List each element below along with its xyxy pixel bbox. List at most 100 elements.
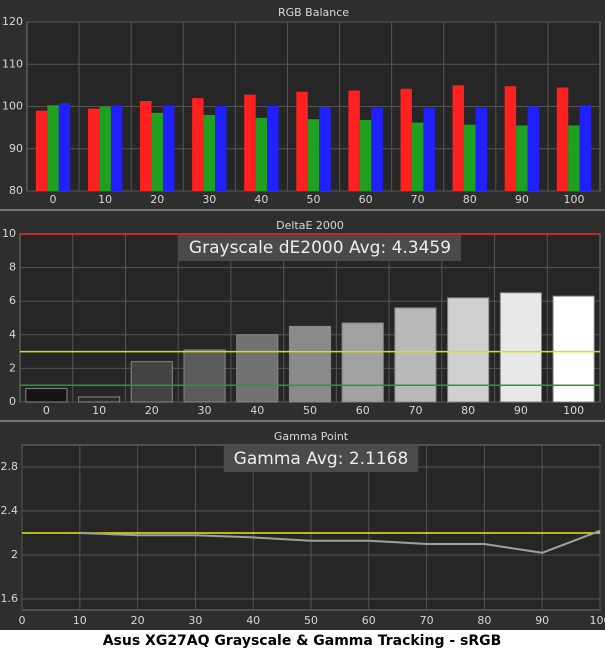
bar (499, 292, 542, 403)
x-tick-label: 40 (254, 193, 268, 206)
caption: Asus XG27AQ Grayscale & Gamma Tracking -… (103, 633, 502, 649)
x-tick-label: 100 (563, 404, 584, 417)
y-tick-label: 0 (9, 395, 16, 408)
bar (568, 125, 580, 191)
annotation: Grayscale dE2000 Avg: 4.3459 (189, 238, 451, 258)
x-tick-label: 60 (359, 193, 373, 206)
y-tick-label: 1.6 (1, 592, 19, 605)
y-tick-label: 100 (2, 100, 23, 113)
y-tick-label: 10 (2, 227, 16, 240)
bar (348, 90, 360, 191)
bar (110, 105, 123, 191)
x-tick-label: 50 (304, 614, 318, 627)
y-tick-label: 90 (9, 142, 23, 155)
x-tick-label: 80 (461, 404, 475, 417)
y-tick-label: 8 (9, 261, 16, 274)
bar (296, 91, 308, 191)
bar (183, 349, 226, 403)
bar (25, 388, 68, 403)
bar (516, 125, 528, 191)
x-tick-label: 70 (420, 614, 434, 627)
bar (35, 110, 48, 191)
bar (87, 108, 100, 191)
bar (371, 107, 383, 191)
x-tick-label: 10 (92, 404, 106, 417)
bar (140, 101, 152, 191)
bar (192, 98, 204, 191)
bar (341, 322, 384, 403)
bar (58, 103, 71, 191)
x-tick-label: 10 (98, 193, 112, 206)
x-tick-label: 0 (19, 614, 26, 627)
bar (47, 105, 59, 191)
bar (504, 86, 517, 191)
x-tick-label: 10 (73, 614, 87, 627)
x-tick-label: 40 (250, 404, 264, 417)
y-tick-label: 6 (9, 294, 16, 307)
annotation-box (178, 235, 462, 261)
x-tick-label: 0 (50, 193, 57, 206)
bar (236, 334, 279, 403)
x-tick-label: 20 (145, 404, 159, 417)
x-tick-label: 70 (408, 404, 422, 417)
y-tick-label: 2.8 (1, 460, 19, 473)
bar (579, 105, 592, 191)
bar (307, 119, 320, 191)
x-tick-label: 90 (514, 404, 528, 417)
bar (394, 307, 437, 403)
bar (99, 106, 111, 191)
x-tick-label: 60 (356, 404, 370, 417)
bar (475, 107, 487, 191)
bar (215, 106, 227, 191)
bar (151, 112, 163, 191)
x-tick-label: 70 (411, 193, 425, 206)
y-tick-label: 2 (11, 548, 18, 561)
x-tick-label: 30 (188, 614, 202, 627)
x-tick-label: 60 (362, 614, 376, 627)
bar (255, 117, 268, 191)
x-tick-label: 0 (43, 404, 50, 417)
x-tick-label: 50 (307, 193, 321, 206)
bar (319, 106, 331, 191)
bar (423, 107, 435, 191)
bar (130, 361, 173, 403)
x-tick-label: 30 (202, 193, 216, 206)
x-tick-label: 100 (590, 614, 605, 627)
chart-title: Gamma Point (274, 430, 349, 443)
x-tick-label: 80 (477, 614, 491, 627)
y-tick-label: 2.4 (1, 504, 19, 517)
chart-title: DeltaE 2000 (276, 219, 344, 232)
bar (556, 87, 569, 191)
x-tick-label: 90 (535, 614, 549, 627)
bar (288, 325, 332, 403)
bar (527, 106, 540, 191)
gamma-line (79, 529, 601, 554)
bar (452, 85, 465, 191)
y-tick-label: 120 (2, 15, 23, 28)
x-tick-label: 20 (150, 193, 164, 206)
bar (400, 88, 412, 191)
y-tick-label: 2 (9, 361, 16, 374)
chart-title: RGB Balance (278, 6, 349, 19)
bar (203, 114, 216, 191)
y-tick-label: 80 (9, 184, 23, 197)
annotation-box (223, 446, 419, 472)
bar (411, 122, 424, 191)
bar (447, 297, 490, 403)
x-tick-label: 100 (563, 193, 584, 206)
x-tick-label: 40 (246, 614, 260, 627)
x-tick-label: 90 (515, 193, 529, 206)
x-tick-label: 20 (131, 614, 145, 627)
x-tick-label: 50 (303, 404, 317, 417)
annotation: Gamma Avg: 2.1168 (234, 449, 409, 469)
x-tick-label: 80 (463, 193, 477, 206)
y-tick-label: 4 (9, 328, 16, 341)
bar (464, 124, 476, 191)
x-tick-label: 30 (198, 404, 212, 417)
bar (552, 295, 595, 403)
bar (359, 120, 372, 191)
bar (162, 105, 175, 191)
bar (267, 106, 279, 191)
bar (244, 94, 256, 191)
